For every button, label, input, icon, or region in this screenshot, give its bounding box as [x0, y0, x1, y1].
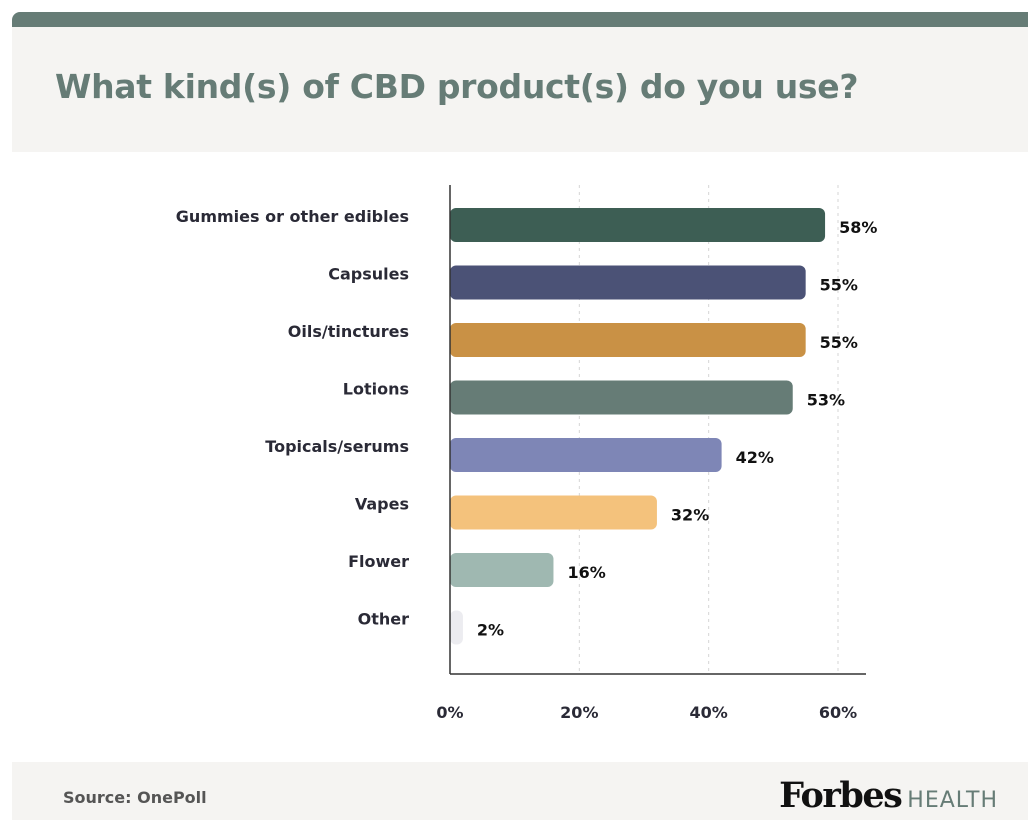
value-label: 53%	[807, 391, 845, 410]
bar	[450, 380, 793, 415]
category-label: Lotions	[343, 380, 409, 399]
bar	[450, 208, 826, 242]
category-label: Flower	[348, 552, 409, 571]
category-label: Vapes	[355, 495, 409, 514]
x-tick-label: 0%	[436, 703, 463, 722]
brand-subname: HEALTH	[907, 788, 998, 813]
source-note: Source: OnePoll	[63, 788, 207, 807]
category-label: Capsules	[328, 265, 409, 284]
source-label: Source:	[63, 788, 132, 807]
category-label: Topicals/serums	[265, 437, 409, 456]
value-label: 16%	[567, 563, 605, 582]
category-label: Oils/tinctures	[288, 322, 409, 341]
value-label: 32%	[671, 506, 709, 525]
top-accent-bar	[12, 12, 1028, 27]
bar	[450, 495, 657, 530]
x-tick-label: 60%	[819, 703, 857, 722]
chart-title: What kind(s) of CBD product(s) do you us…	[55, 67, 859, 106]
bar	[450, 438, 722, 472]
source-value: OnePoll	[137, 788, 207, 807]
category-label: Other	[358, 610, 409, 629]
value-label: 42%	[736, 448, 774, 467]
bar	[450, 323, 806, 357]
chart-card: What kind(s) of CBD product(s) do you us…	[12, 12, 1028, 820]
bar-chart: Gummies or other edibles 58% Capsules 55% Oi…	[176, 185, 877, 722]
value-label: 55%	[820, 276, 858, 295]
category-label: Gummies or other edibles	[176, 207, 409, 226]
brand-logo: Forbes HEALTH	[779, 775, 998, 816]
bar	[450, 265, 806, 300]
value-label: 58%	[839, 218, 877, 237]
value-label: 55%	[820, 333, 858, 352]
bar	[450, 610, 463, 645]
bar	[450, 553, 554, 587]
brand-name: Forbes	[779, 775, 903, 816]
x-tick-label: 20%	[560, 703, 598, 722]
footer: Source: OnePoll Forbes HEALTH	[12, 762, 1028, 820]
header	[12, 27, 1028, 152]
value-label: 2%	[477, 621, 504, 640]
x-tick-label: 40%	[690, 703, 728, 722]
